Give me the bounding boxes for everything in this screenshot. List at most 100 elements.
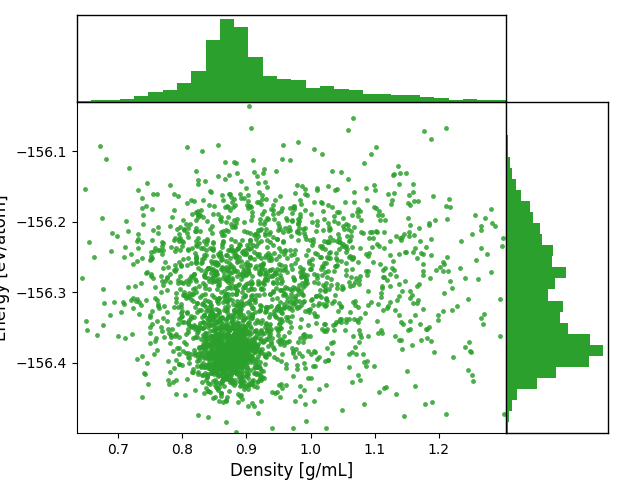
Point [196,313,207,321]
Point [259,229,269,237]
Point [196,343,206,351]
Point [232,341,242,349]
Point [217,337,227,344]
Point [328,217,339,225]
Point [227,363,237,371]
Point [321,424,332,432]
Point [213,364,223,371]
Bar [234,28,248,102]
Point [255,336,266,343]
Point [233,344,243,352]
Point [287,349,298,357]
Bar [291,80,306,102]
Point [193,411,203,419]
Point [320,246,330,253]
Point [244,318,255,326]
Point [356,216,366,224]
Point [221,370,231,378]
Point [182,233,193,241]
Point [152,317,162,325]
Point [246,310,257,318]
Point [344,315,355,323]
Point [424,323,434,331]
Point [332,256,342,264]
Point [237,360,247,368]
Point [366,151,376,158]
Point [257,261,267,269]
Point [272,294,282,302]
Point [145,323,155,331]
Point [211,270,221,277]
Point [294,224,304,232]
Point [184,276,194,283]
Point [239,364,250,371]
Point [204,302,214,310]
Point [227,359,237,367]
Point [89,253,99,261]
Point [227,334,237,342]
Point [326,338,336,346]
Point [222,338,232,346]
Point [225,348,235,356]
Point [152,346,163,354]
Point [305,350,316,358]
Point [223,361,234,369]
Point [196,291,207,299]
Point [238,348,248,356]
Point [216,376,227,384]
Point [209,272,220,279]
Bar [506,389,517,400]
Point [212,295,222,303]
Point [264,256,275,264]
Point [253,280,263,288]
Point [222,375,232,383]
Point [225,350,235,358]
Point [205,311,216,319]
Point [374,207,385,215]
Point [227,435,237,443]
Point [234,240,244,248]
Point [234,343,244,351]
Point [216,346,226,354]
Point [137,393,147,401]
Point [221,418,231,426]
Point [180,330,191,338]
Point [275,271,285,278]
Point [243,244,253,252]
Point [207,347,218,355]
Point [317,199,328,207]
Point [237,316,248,324]
Point [214,281,224,289]
Point [209,349,220,357]
Point [254,292,264,300]
Point [285,303,296,310]
Point [186,290,196,298]
Point [300,190,310,198]
Point [253,318,263,326]
Point [137,254,147,262]
Point [168,206,179,214]
Point [230,331,241,338]
Bar [506,345,603,356]
Point [360,309,370,317]
Point [266,340,276,348]
Point [170,234,180,242]
Point [220,345,230,353]
Bar [506,367,556,378]
Point [251,291,261,299]
Point [186,295,196,303]
Point [212,344,222,352]
Point [274,315,284,323]
Point [246,352,256,360]
Point [132,356,142,364]
Point [289,353,300,361]
Point [227,337,237,344]
Point [203,387,213,395]
Point [247,352,257,360]
Point [255,373,266,381]
Point [237,340,248,348]
Point [205,244,215,251]
Point [303,321,313,329]
Point [199,254,209,262]
Point [414,224,424,232]
